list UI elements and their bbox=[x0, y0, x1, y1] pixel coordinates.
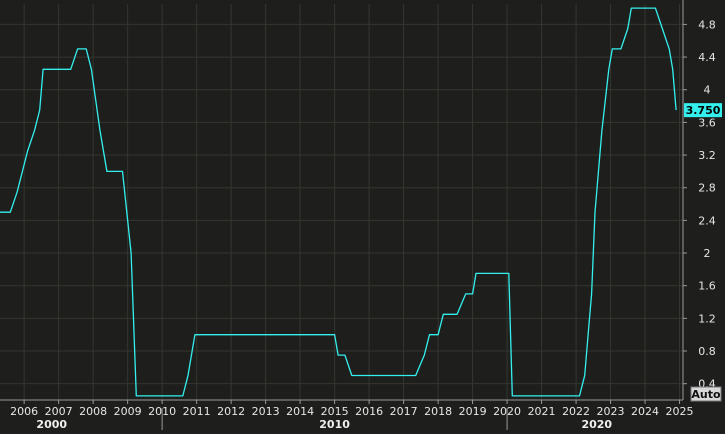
x-tick-label: 2020 bbox=[493, 405, 521, 418]
axis-layer bbox=[0, 0, 687, 430]
series-line bbox=[0, 7, 677, 397]
x-tick-label: 2011 bbox=[183, 405, 211, 418]
x-tick-label: 2023 bbox=[597, 405, 625, 418]
decade-label: 2010 bbox=[319, 418, 350, 430]
decade-label: 2000 bbox=[36, 418, 67, 430]
y-tick-label: 0.8 bbox=[698, 345, 716, 358]
y-tick-label: 1.6 bbox=[698, 280, 716, 293]
auto-button-box[interactable] bbox=[690, 386, 722, 402]
x-tick-label: 2014 bbox=[286, 405, 314, 418]
x-tick-label: 2012 bbox=[217, 405, 245, 418]
y-tick-label: 3.2 bbox=[698, 149, 716, 162]
x-tick-label: 2010 bbox=[148, 405, 176, 418]
series-layer bbox=[0, 7, 677, 397]
x-tick-label: 2022 bbox=[562, 405, 590, 418]
x-tick-label: 2025 bbox=[666, 405, 694, 418]
y-tick-label: 4 bbox=[704, 84, 711, 97]
y-tick-label: 3.6 bbox=[698, 116, 716, 129]
y-tick-label: 1.2 bbox=[698, 312, 716, 325]
x-tick-label: 2009 bbox=[114, 405, 142, 418]
x-tick-label: 2013 bbox=[252, 405, 280, 418]
auto-button-label[interactable]: Auto bbox=[691, 388, 721, 401]
y-tick-label: 4.8 bbox=[698, 18, 716, 31]
y-tick-label: 2.8 bbox=[698, 182, 716, 195]
x-tick-label: 2021 bbox=[528, 405, 556, 418]
x-tick-label: 2018 bbox=[424, 405, 452, 418]
y-tick-label: 4.4 bbox=[698, 51, 716, 64]
last-value-label: 3.750 bbox=[686, 104, 721, 117]
x-tick-label: 2019 bbox=[459, 405, 487, 418]
x-tick-label: 2008 bbox=[79, 405, 107, 418]
x-tick-label: 2007 bbox=[45, 405, 73, 418]
last-value-badge bbox=[684, 103, 722, 118]
y-tick-label: 2.4 bbox=[698, 214, 716, 227]
x-tick-label: 2016 bbox=[355, 405, 383, 418]
x-tick-label: 2006 bbox=[10, 405, 38, 418]
x-tick-label: 2015 bbox=[321, 405, 349, 418]
x-tick-label: 2017 bbox=[390, 405, 418, 418]
auto-scale-button[interactable]: Auto bbox=[690, 386, 722, 402]
x-tick-label: 2024 bbox=[631, 405, 659, 418]
grid-layer bbox=[0, 4, 683, 400]
decade-label: 2020 bbox=[581, 418, 612, 430]
y-tick-label: 2 bbox=[704, 247, 711, 260]
